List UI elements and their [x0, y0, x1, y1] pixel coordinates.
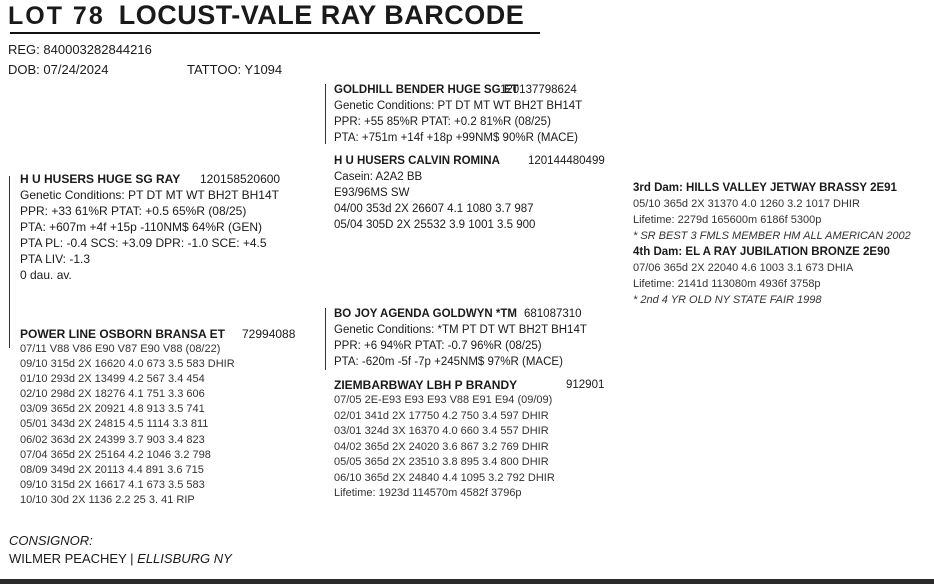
pedigree-connector-sire — [325, 84, 326, 144]
fourth-dam-record: 07/06 365d 2X 22040 4.6 1003 3.1 673 DHI… — [633, 262, 854, 274]
dam-block: POWER LINE OSBORN BRANSA ET 72994088 07/1… — [20, 326, 295, 508]
dam-sire-name: BO JOY AGENDA GOLDWYN *TM — [334, 308, 517, 320]
sire-line: PPR: +33 61%R PTAT: +0.5 65%R (08/25) — [20, 204, 247, 218]
dam-record: 01/10 293d 2X 13499 4.2 567 3.4 454 — [20, 373, 205, 386]
third-dam-block: 3rd Dam: HILLS VALLEY JETWAY BRASSY 2E91… — [633, 180, 911, 308]
dam-record: 06/02 363d 2X 24399 3.7 903 3.4 823 — [20, 433, 205, 446]
pedigree-connector-dam — [325, 308, 326, 370]
consignor-separator: | — [130, 551, 134, 566]
sire-dam-line: 04/00 353d 2X 26607 4.1 1080 3.7 987 — [334, 203, 534, 215]
pedigree-connector-left — [9, 176, 10, 348]
sire-sire-line: Genetic Conditions: PT DT MT WT BH2T BH1… — [334, 100, 583, 112]
fourth-dam-title: 4th Dam: EL A RAY JUBILATION BRONZE 2E90 — [633, 246, 890, 258]
sire-line: PTA PL: -0.4 SCS: +3.09 DPR: -1.0 SCE: +… — [20, 236, 267, 250]
sire-sire-block: GOLDHILL BENDER HUGE SG ET 120137798624 G… — [334, 82, 582, 146]
sire-line: PTA LIV: -1.3 — [20, 252, 91, 266]
sire-sire-line: PTA: +751m +14f +18p +99NM$ 90%R (MACE) — [334, 132, 578, 144]
dam-dam-record: 07/05 2E-E93 E93 E93 V88 E91 E94 (09/09) — [334, 394, 553, 406]
dam-dam-record: 02/01 341d 2X 17750 4.2 750 3.4 597 DHIR — [334, 409, 549, 422]
sire-dam-block: H U HUSERS CALVIN ROMINA 120144480499 Cas… — [334, 153, 605, 233]
animal-name: LOCUST-VALE RAY BARCODE — [118, 0, 525, 30]
bottom-bar — [0, 579, 934, 584]
dam-sire-line: Genetic Conditions: *TM PT DT WT BH2T BH… — [334, 324, 587, 336]
sire-block: H U HUSERS HUGE SG RAY 120158520600 Genet… — [20, 171, 281, 283]
sire-dam-line: 05/04 305D 2X 25532 3.9 1001 3.5 900 — [334, 219, 536, 231]
dam-dam-name: ZIEMBARBWAY LBH P BRANDY — [334, 378, 518, 392]
sire-sire-line: PPR: +55 85%R PTAT: +0.2 81%R (08/25) — [334, 116, 551, 128]
dam-dam-record: Lifetime: 1923d 114570m 4582f 3796p — [334, 487, 522, 499]
third-dam-record: Lifetime: 2279d 165600m 6186f 5300p — [633, 214, 822, 226]
sire-line: Genetic Conditions: PT DT MT WT BH2T BH1… — [20, 188, 279, 202]
dob: DOB: 07/24/2024 — [8, 62, 109, 77]
reg-number: REG: 840003282844216 — [8, 42, 152, 57]
sire-line: PTA: +607m +4f +15p -110NM$ 64%R (GEN) — [20, 220, 262, 234]
consignor-info: WILMER PEACHEY | ELLISBURG NY — [9, 549, 232, 568]
third-dam-title: 3rd Dam: HILLS VALLEY JETWAY BRASSY 2E91 — [633, 182, 897, 194]
dam-record: 02/10 298d 2X 18276 4.1 751 3.3 606 — [20, 388, 205, 401]
dam-record: 05/01 343d 2X 24815 4.5 1114 3.3 811 — [20, 418, 209, 431]
dam-name: POWER LINE OSBORN BRANSA ET — [20, 327, 225, 341]
dam-record: 07/11 V88 V86 E90 V87 E90 V88 (08/22) — [20, 343, 221, 355]
sire-reg: 120158520600 — [200, 172, 281, 186]
dam-sire-line: PPR: +6 94%R PTAT: -0.7 96%R (08/25) — [334, 340, 542, 352]
dam-record: 03/09 365d 2X 20921 4.8 913 3.5 741 — [20, 403, 205, 416]
dam-reg: 72994088 — [242, 327, 296, 341]
title-rule — [10, 32, 540, 34]
lot-title: LOT 78 LOCUST-VALE RAY BARCODE — [8, 0, 524, 31]
sire-sire-name: GOLDHILL BENDER HUGE SG ET — [334, 84, 519, 96]
sire-dam-name: H U HUSERS CALVIN ROMINA — [334, 155, 500, 167]
sire-line: 0 dau. av. — [20, 268, 72, 282]
tattoo: TATTOO: Y1094 — [187, 62, 283, 77]
dam-dam-record: 03/01 324d 3X 16370 4.0 660 3.4 557 DHIR — [334, 425, 549, 437]
dam-dam-record: 04/02 365d 2X 24020 3.6 867 3.2 769 DHIR — [334, 440, 549, 453]
sire-sire-reg: 120137798624 — [500, 84, 577, 96]
dam-sire-line: PTA: -620m -5f -7p +245NM$ 97%R (MACE) — [334, 356, 563, 368]
dam-dam-reg: 912901 — [566, 379, 605, 391]
consignor-label: CONSIGNOR: — [9, 533, 93, 548]
dam-dam-record: 05/05 365d 2X 23510 3.8 895 3.4 800 DHIR — [334, 456, 549, 468]
fourth-dam-note: * 2nd 4 YR OLD NY STATE FAIR 1998 — [633, 294, 822, 306]
sire-dam-reg: 120144480499 — [528, 155, 605, 167]
dam-record: 10/10 30d 2X 1136 2.2 25 3. 41 RIP — [20, 493, 195, 506]
third-dam-note: * SR BEST 3 FMLS MEMBER HM ALL AMERICAN … — [633, 230, 911, 242]
dam-record: 09/10 315d 2X 16617 4.1 673 3.5 583 — [20, 478, 205, 491]
dam-record: 08/09 349d 2X 20113 4.4 891 3.6 715 — [20, 463, 204, 476]
consignor-name: WILMER PEACHEY — [9, 551, 127, 566]
consignor-location: ELLISBURG NY — [137, 551, 232, 566]
sire-dam-line: E93/96MS SW — [334, 187, 410, 199]
lot-number: LOT 78 — [8, 2, 105, 30]
dam-dam-block: ZIEMBARBWAY LBH P BRANDY 912901 07/05 2E-… — [334, 377, 604, 502]
dam-dam-record: 06/10 365d 2X 24840 4.4 1095 3.2 792 DHI… — [334, 471, 555, 484]
third-dam-record: 05/10 365d 2X 31370 4.0 1260 3.2 1017 DH… — [633, 198, 860, 210]
dam-record: 09/10 315d 2X 16620 4.0 673 3.5 583 DHIR — [20, 358, 235, 371]
dam-sire-block: BO JOY AGENDA GOLDWYN *TM 681087310 Genet… — [334, 306, 587, 370]
dam-record: 07/04 365d 2X 25164 4.2 1046 3.2 798 — [20, 448, 211, 461]
dam-sire-reg: 681087310 — [524, 308, 582, 320]
sire-name: H U HUSERS HUGE SG RAY — [20, 172, 181, 186]
fourth-dam-record: Lifetime: 2141d 113080m 4936f 3758p — [633, 278, 821, 290]
sire-dam-line: Casein: A2A2 BB — [334, 171, 423, 183]
